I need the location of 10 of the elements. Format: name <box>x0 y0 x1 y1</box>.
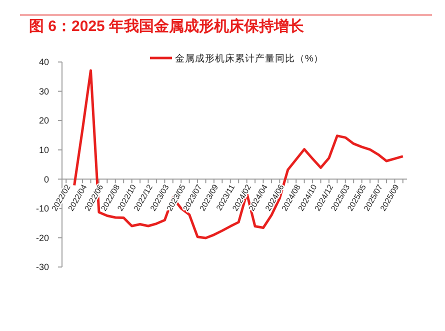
y-tick-label: 30 <box>38 86 49 96</box>
y-tick-label: -30 <box>36 262 49 272</box>
y-tick-label: -20 <box>36 232 49 243</box>
y-tick-label: -10 <box>36 204 49 214</box>
y-tick-label: 0 <box>44 174 49 184</box>
y-tick-label: 20 <box>38 116 49 126</box>
y-tick-label: 10 <box>38 145 49 156</box>
y-tick-label: 40 <box>38 57 49 68</box>
chart-title: 图 6：2025 年我国金属成形机床保持增长 <box>29 17 306 35</box>
legend-label: 金属成形机床累计产量同比（%） <box>175 52 324 64</box>
